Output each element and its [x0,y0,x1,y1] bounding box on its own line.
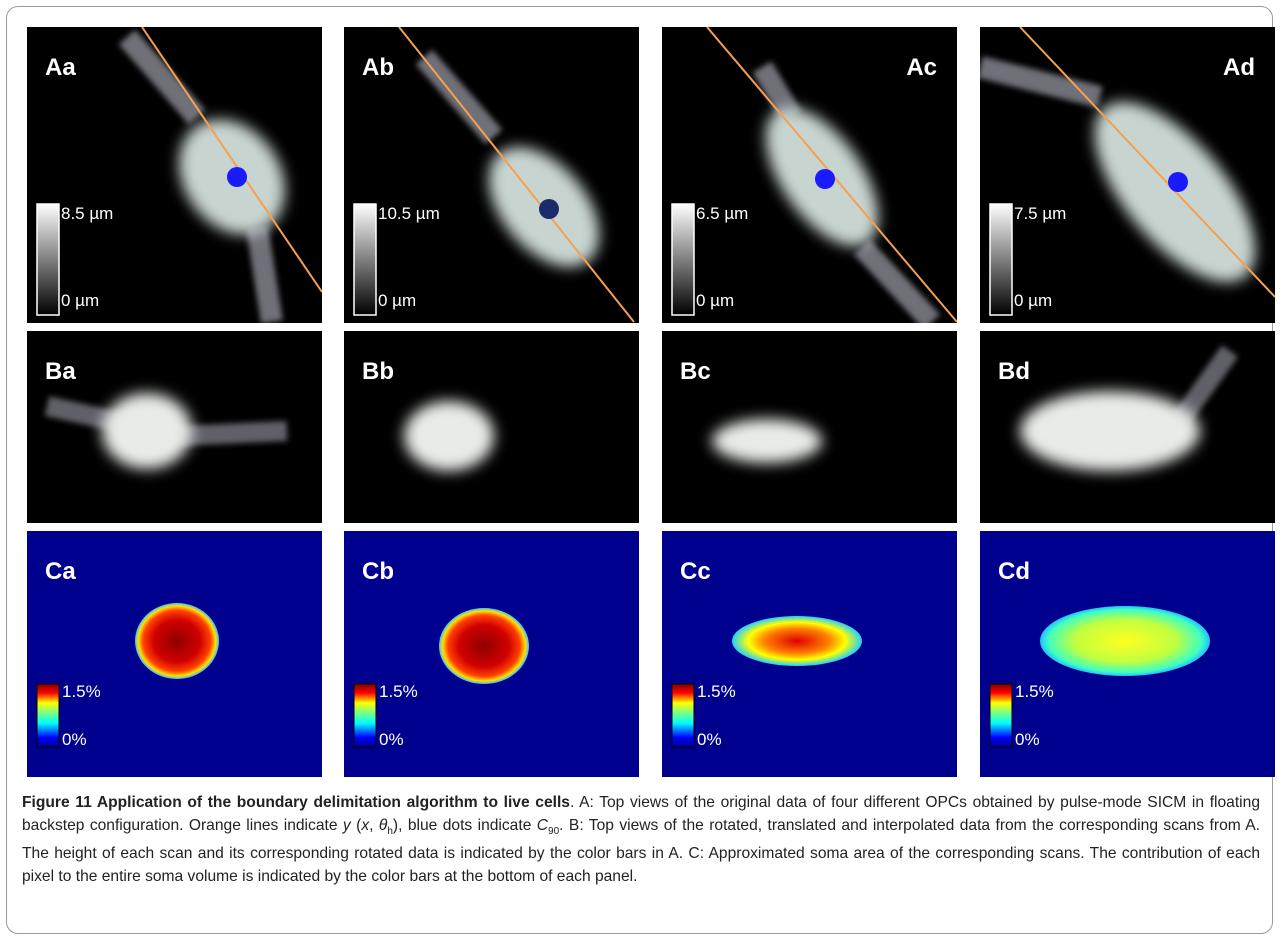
panel: Bc [662,331,957,523]
panel: 10.5 µm 0 µm Ab [344,27,639,323]
panel: 7.5 µm 0 µm Ad [980,27,1281,323]
colorbar-min: 0 µm [696,291,734,310]
panel-label: Bb [362,358,394,385]
centroid-dot [815,169,835,189]
panel-image [732,616,862,666]
cell-body [712,419,822,463]
panel: 1.5% 0% Cc [662,531,957,777]
panel-label: Bd [998,358,1030,385]
caption-text: ( [351,817,362,834]
soma-area [732,616,862,666]
panel-label: Ab [362,54,394,81]
panel: 1.5% 0% Cd [980,531,1275,777]
colorbar-min: 0% [62,730,87,749]
colorbar-min: 0% [379,730,404,749]
caption-symbol: C [537,817,548,834]
panel: 1.5% 0% Cb [344,531,639,777]
centroid-dot [1168,172,1188,192]
colorbar-min: 0 µm [61,291,99,310]
caption-text: ), blue dots indicate [393,817,537,834]
colorbar-max: 1.5% [1015,682,1054,701]
soma-area [1040,606,1210,676]
colorbar [990,684,1012,747]
figure-panels: 8.5 µm 0 µm Aa 10.5 µm 0 µm Ab 6.5 µm 0 µm Ac 7.5… [0,0,1281,785]
soma-area [135,603,219,679]
colorbar [354,684,376,747]
colorbar-min: 0 µm [1014,291,1052,310]
colorbar [990,204,1012,315]
panel: 1.5% 0% Ca [27,531,322,777]
panel: 8.5 µm 0 µm Aa [27,27,322,323]
colorbar-max: 1.5% [62,682,101,701]
caption-subscript: 90 [548,826,559,837]
colorbar-max: 10.5 µm [378,204,440,223]
caption-text: , [369,817,379,834]
panel-label: Cd [998,558,1030,585]
colorbar-max: 1.5% [379,682,418,701]
colorbar-min: 0 µm [378,291,416,310]
colorbar [37,204,59,315]
panel-label: Bc [680,358,711,385]
centroid-dot [539,199,559,219]
panel-label: Ad [1223,54,1255,81]
colorbar [672,204,694,315]
colorbar [672,684,694,747]
colorbar [354,204,376,315]
colorbar-min: 0% [1015,730,1040,749]
panel: 6.5 µm 0 µm Ac [662,27,957,323]
colorbar-max: 8.5 µm [61,204,113,223]
colorbar-max: 1.5% [697,682,736,701]
centroid-dot [227,167,247,187]
panel-label: Aa [45,54,76,81]
soma-area [439,608,529,684]
colorbar [37,684,59,747]
cell-body [404,401,494,471]
cell-body [102,393,192,469]
colorbar-min: 0% [697,730,722,749]
panel: Ba [27,331,322,523]
panel-image [439,608,529,684]
panel-label: Cc [680,558,711,585]
cell-body [1020,391,1200,471]
panel: Bd [980,331,1275,523]
panel: Bb [344,331,639,523]
panel-label: Ac [906,54,937,81]
colorbar-max: 6.5 µm [696,204,748,223]
panel-label: Cb [362,558,394,585]
figure-caption: Figure 11 Application of the boundary de… [22,792,1260,888]
caption-symbol: y [343,817,351,834]
panel-label: Ba [45,358,76,385]
caption-title: Figure 11 Application of the boundary de… [22,794,570,811]
colorbar-max: 7.5 µm [1014,204,1066,223]
caption-symbol: x [361,817,369,834]
panel-image [135,603,219,679]
page: 8.5 µm 0 µm Aa 10.5 µm 0 µm Ab 6.5 µm 0 µm Ac 7.5… [0,0,1281,944]
panel-label: Ca [45,558,76,585]
panel-image [1040,606,1210,676]
